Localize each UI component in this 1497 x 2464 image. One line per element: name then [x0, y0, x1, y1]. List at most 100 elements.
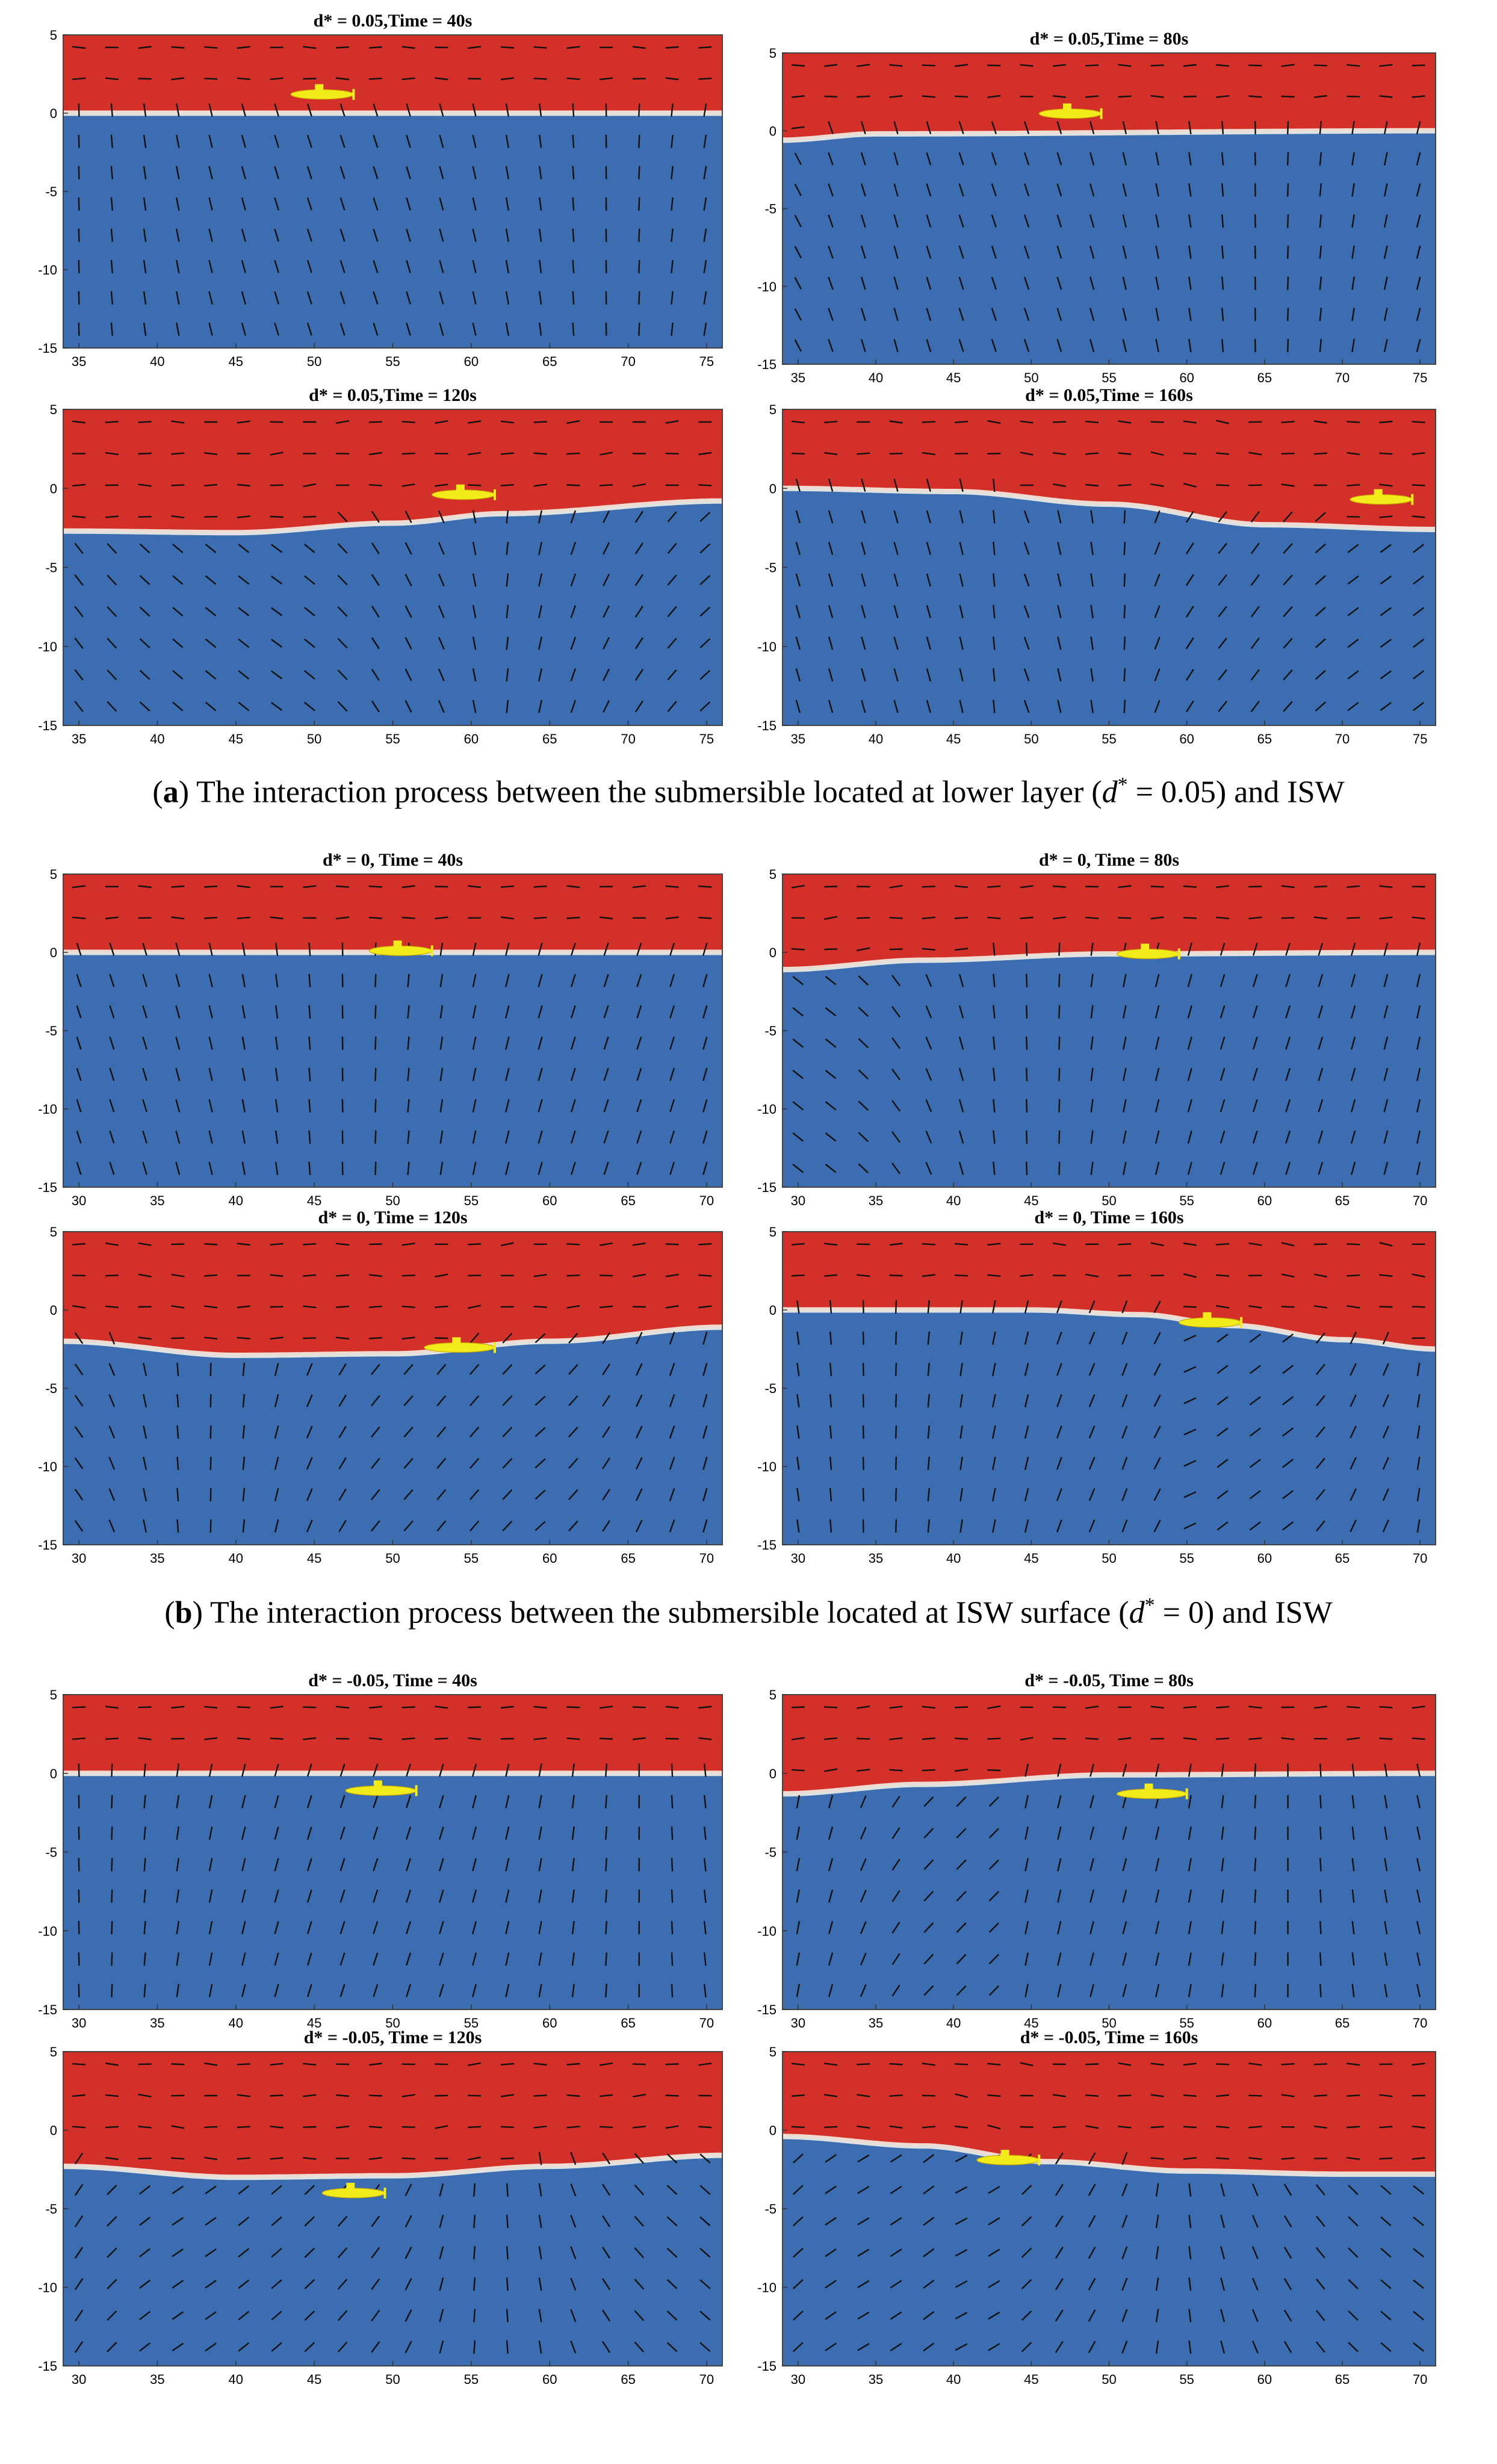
y-tick-label: 0 — [50, 1766, 57, 1781]
velocity-arrow — [375, 1037, 376, 1050]
velocity-arrow — [1124, 542, 1125, 555]
y-tick-label: 0 — [769, 945, 776, 960]
y-tick-label: -5 — [764, 202, 776, 217]
velocity-arrow — [1026, 974, 1027, 987]
y-tick-label: -15 — [38, 341, 57, 356]
velocity-arrow — [1151, 65, 1164, 66]
x-tick-label: 50 — [385, 1193, 400, 1208]
velocity-arrow — [204, 886, 217, 887]
y-tick-label: -15 — [757, 1180, 776, 1195]
velocity-arrow — [336, 886, 349, 887]
x-tick-label: 55 — [1102, 370, 1116, 385]
velocity-arrow — [178, 1519, 179, 1533]
x-tick-label: 40 — [229, 2372, 243, 2387]
caption-b: (b) The interaction process between the … — [0, 1594, 1497, 1630]
velocity-arrow — [1412, 1738, 1425, 1739]
x-tick-label: 70 — [699, 2372, 714, 2387]
y-tick-label: 5 — [50, 2044, 57, 2059]
x-tick-label: 40 — [869, 731, 883, 746]
submersible — [977, 2155, 1039, 2165]
x-tick-label: 55 — [1102, 731, 1116, 746]
y-tick-label: -10 — [38, 1102, 57, 1117]
velocity-arrow — [1412, 65, 1425, 66]
velocity-arrow — [534, 886, 547, 887]
velocity-arrow — [1255, 121, 1256, 134]
velocity-arrow — [1282, 917, 1295, 918]
velocity-arrow — [573, 323, 574, 336]
submersible-sail — [346, 2183, 355, 2189]
velocity-arrow — [1255, 1921, 1256, 1934]
x-tick-label: 70 — [1413, 1551, 1427, 1566]
y-tick-label: -5 — [45, 560, 57, 576]
velocity-arrow — [792, 1707, 805, 1708]
x-tick-label: 35 — [150, 1551, 164, 1566]
velocity-arrow — [1320, 1858, 1321, 1871]
velocity-arrow — [890, 949, 903, 950]
velocity-arrow — [824, 96, 837, 97]
y-tick-label: -5 — [764, 1381, 776, 1396]
y-tick-label: 0 — [769, 1303, 776, 1318]
y-tick-label: -10 — [757, 1923, 776, 1938]
velocity-arrow — [1255, 1826, 1256, 1840]
velocity-arrow — [178, 1457, 179, 1470]
lower-layer-region — [783, 952, 1436, 1187]
y-tick-label: 0 — [769, 481, 776, 496]
y-tick-label: -15 — [757, 2002, 776, 2017]
velocity-arrow — [474, 2246, 475, 2259]
velocity-arrow — [309, 1099, 311, 1113]
x-tick-label: 65 — [1257, 370, 1272, 385]
y-tick-label: 5 — [50, 28, 57, 43]
y-tick-label: 5 — [769, 867, 776, 882]
velocity-arrow — [1248, 65, 1262, 66]
submersible — [346, 1786, 416, 1796]
velocity-arrow — [1085, 2095, 1099, 2096]
x-tick-label: 55 — [464, 1551, 479, 1566]
y-tick-label: -10 — [757, 279, 776, 294]
velocity-arrow — [1320, 1764, 1321, 1777]
velocity-arrow — [1320, 1890, 1321, 1903]
x-tick-label: 75 — [1413, 370, 1427, 385]
x-tick-label: 60 — [1179, 370, 1194, 385]
x-tick-label: 65 — [621, 2016, 635, 2031]
lower-layer-region — [63, 2155, 722, 2366]
x-tick-label: 60 — [542, 2372, 557, 2387]
caption-a-sup: * — [1118, 774, 1128, 796]
x-tick-label: 75 — [699, 731, 714, 746]
submersible-sail — [1063, 104, 1071, 110]
submersible — [1117, 1789, 1186, 1799]
panel-title: d* = 0, Time = 40s — [323, 850, 463, 870]
x-tick-label: 40 — [946, 2016, 961, 2031]
x-tick-label: 35 — [791, 731, 805, 746]
x-tick-label: 50 — [1102, 2372, 1116, 2387]
caption-a-pre: The interaction process between the subm… — [196, 775, 1102, 809]
velocity-arrow — [666, 453, 679, 454]
velocity-arrow — [474, 2309, 475, 2323]
velocity-arrow — [138, 1707, 152, 1708]
x-tick-label: 70 — [1413, 1193, 1427, 1208]
x-tick-label: 65 — [542, 354, 557, 369]
velocity-arrow — [698, 78, 711, 79]
y-tick-label: 5 — [50, 1224, 57, 1240]
lower-layer-region — [783, 131, 1436, 364]
velocity-arrow — [1320, 1826, 1321, 1840]
x-tick-label: 35 — [869, 2372, 883, 2387]
panel-title: d* = 0, Time = 80s — [1039, 850, 1179, 870]
y-tick-label: 0 — [50, 2123, 57, 2138]
velocity-arrow — [171, 2064, 184, 2065]
velocity-arrow — [435, 2064, 448, 2065]
velocity-arrow — [112, 1795, 113, 1808]
x-tick-label: 70 — [699, 1551, 714, 1566]
velocity-arrow — [435, 1338, 448, 1339]
velocity-arrow — [566, 453, 580, 454]
y-tick-label: -15 — [757, 1538, 776, 1553]
x-tick-label: 70 — [1413, 2016, 1427, 2031]
x-tick-label: 30 — [72, 2016, 86, 2031]
y-tick-label: -5 — [45, 2202, 57, 2217]
submersible — [291, 90, 353, 99]
velocity-arrow — [336, 47, 349, 48]
y-tick-label: -15 — [38, 1538, 57, 1553]
velocity-arrow — [1085, 2064, 1099, 2065]
